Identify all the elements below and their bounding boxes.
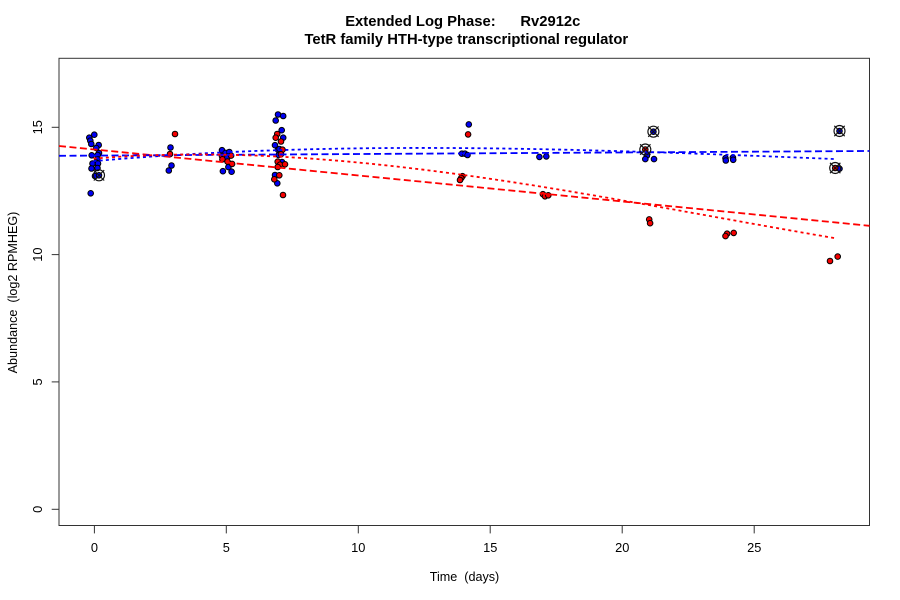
svg-text:10: 10 (30, 247, 45, 261)
svg-text:15: 15 (483, 540, 497, 555)
svg-text:5: 5 (30, 378, 45, 385)
svg-text:Time (days): Time (days) (430, 570, 500, 584)
svg-text:0: 0 (91, 540, 98, 555)
svg-text:TetR family HTH-type transcrip: TetR family HTH-type transcriptional reg… (304, 32, 628, 48)
svg-text:0: 0 (30, 506, 45, 513)
svg-text:Abundance (log2 RPMHEG): Abundance (log2 RPMHEG) (6, 212, 20, 374)
svg-text:5: 5 (223, 540, 230, 555)
svg-text:Extended Log Phase: Rv291: Extended Log Phase: Rv2912c (345, 14, 580, 30)
svg-text:15: 15 (30, 120, 45, 134)
svg-text:25: 25 (747, 540, 761, 555)
svg-text:10: 10 (351, 540, 365, 555)
svg-text:20: 20 (615, 540, 629, 555)
